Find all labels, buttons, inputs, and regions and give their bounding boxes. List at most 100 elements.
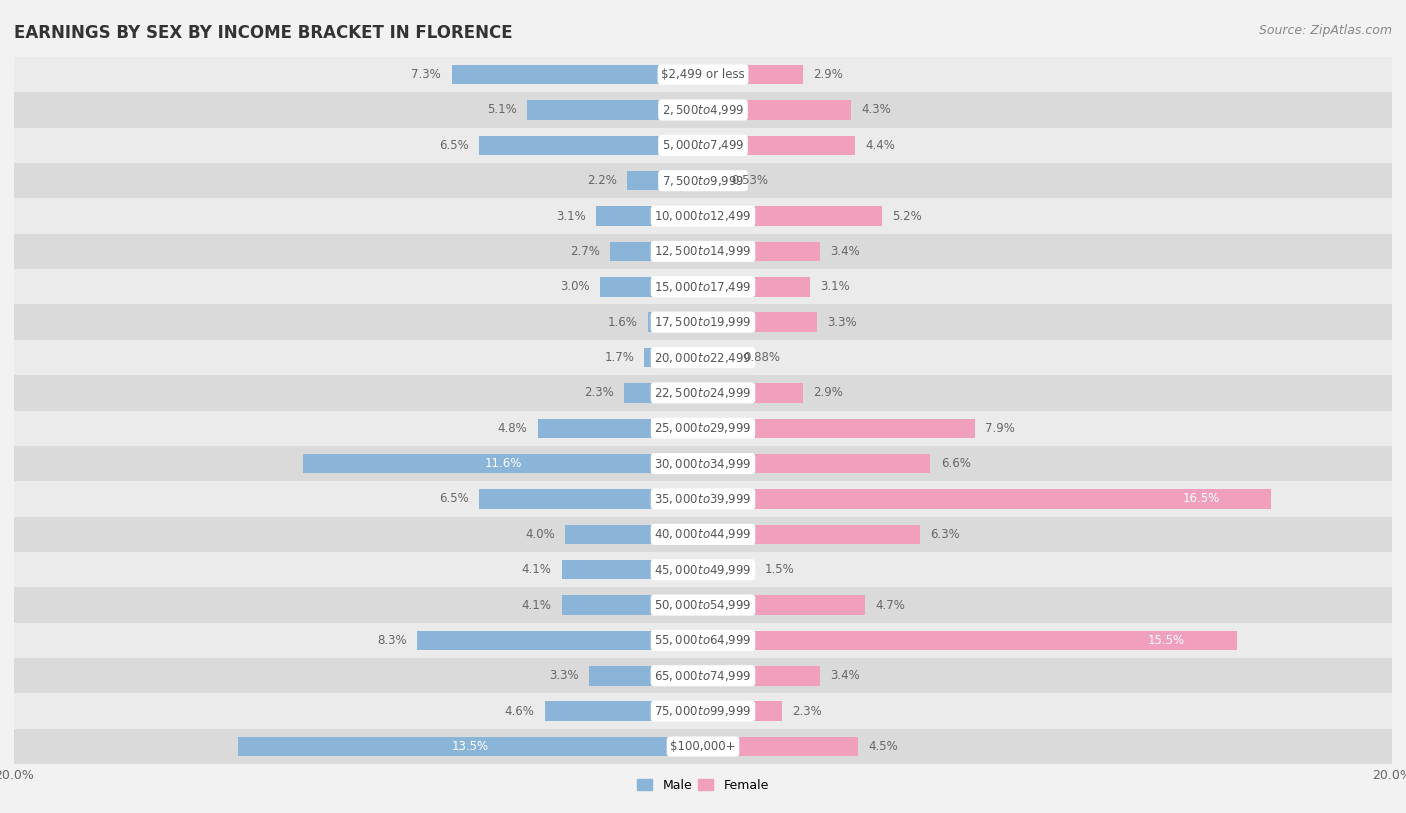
Legend: Male, Female: Male, Female: [633, 774, 773, 797]
Text: 0.53%: 0.53%: [731, 174, 769, 187]
Text: 1.6%: 1.6%: [607, 315, 637, 328]
Text: 6.5%: 6.5%: [439, 493, 468, 506]
Text: 1.5%: 1.5%: [765, 563, 794, 576]
Bar: [703, 100, 851, 120]
Text: 4.6%: 4.6%: [505, 705, 534, 718]
Text: $65,000 to $74,999: $65,000 to $74,999: [654, 669, 752, 683]
Text: 3.0%: 3.0%: [560, 280, 589, 293]
Bar: [703, 560, 755, 580]
Text: 6.3%: 6.3%: [931, 528, 960, 541]
Text: 13.5%: 13.5%: [451, 740, 489, 753]
Text: 6.6%: 6.6%: [941, 457, 970, 470]
Bar: [527, 100, 703, 120]
Text: 16.5%: 16.5%: [1182, 493, 1219, 506]
Text: 4.3%: 4.3%: [862, 103, 891, 116]
Bar: [703, 383, 803, 402]
Bar: [14, 729, 1392, 764]
Bar: [703, 419, 976, 438]
Bar: [703, 524, 920, 544]
Bar: [703, 489, 1271, 509]
Text: 2.9%: 2.9%: [813, 68, 844, 81]
Bar: [610, 241, 703, 261]
Text: $7,500 to $9,999: $7,500 to $9,999: [662, 174, 744, 188]
Bar: [703, 595, 865, 615]
Text: 2.3%: 2.3%: [583, 386, 613, 399]
Bar: [596, 207, 703, 226]
Text: $25,000 to $29,999: $25,000 to $29,999: [654, 421, 752, 435]
Bar: [14, 411, 1392, 446]
Text: 4.8%: 4.8%: [498, 422, 527, 435]
Text: $45,000 to $49,999: $45,000 to $49,999: [654, 563, 752, 576]
Bar: [14, 481, 1392, 517]
Text: 2.3%: 2.3%: [793, 705, 823, 718]
Text: 4.1%: 4.1%: [522, 598, 551, 611]
Bar: [479, 136, 703, 155]
Bar: [451, 65, 703, 85]
Bar: [703, 136, 855, 155]
Text: 4.1%: 4.1%: [522, 563, 551, 576]
Bar: [599, 277, 703, 297]
Bar: [627, 171, 703, 190]
Bar: [14, 163, 1392, 198]
Text: 5.2%: 5.2%: [893, 210, 922, 223]
Text: 0.88%: 0.88%: [744, 351, 780, 364]
Text: $17,500 to $19,999: $17,500 to $19,999: [654, 315, 752, 329]
Text: Source: ZipAtlas.com: Source: ZipAtlas.com: [1258, 24, 1392, 37]
Text: $5,000 to $7,499: $5,000 to $7,499: [662, 138, 744, 152]
Text: 2.9%: 2.9%: [813, 386, 844, 399]
Text: 4.4%: 4.4%: [865, 139, 894, 152]
Text: $100,000+: $100,000+: [671, 740, 735, 753]
Bar: [537, 419, 703, 438]
Text: 3.3%: 3.3%: [827, 315, 856, 328]
Text: $22,500 to $24,999: $22,500 to $24,999: [654, 386, 752, 400]
Bar: [703, 454, 931, 473]
Text: 3.3%: 3.3%: [550, 669, 579, 682]
Text: 1.7%: 1.7%: [605, 351, 634, 364]
Bar: [304, 454, 703, 473]
Bar: [624, 383, 703, 402]
Bar: [648, 312, 703, 332]
Bar: [644, 348, 703, 367]
Bar: [14, 659, 1392, 693]
Bar: [703, 277, 810, 297]
Text: $2,499 or less: $2,499 or less: [661, 68, 745, 81]
Bar: [479, 489, 703, 509]
Bar: [14, 304, 1392, 340]
Text: 6.5%: 6.5%: [439, 139, 468, 152]
Text: EARNINGS BY SEX BY INCOME BRACKET IN FLORENCE: EARNINGS BY SEX BY INCOME BRACKET IN FLO…: [14, 24, 513, 42]
Text: 4.5%: 4.5%: [869, 740, 898, 753]
Text: 3.1%: 3.1%: [820, 280, 849, 293]
Bar: [703, 171, 721, 190]
Bar: [238, 737, 703, 756]
Bar: [14, 269, 1392, 304]
Bar: [565, 524, 703, 544]
Bar: [562, 560, 703, 580]
Bar: [14, 517, 1392, 552]
Text: $12,500 to $14,999: $12,500 to $14,999: [654, 245, 752, 259]
Bar: [14, 198, 1392, 234]
Text: $2,500 to $4,999: $2,500 to $4,999: [662, 103, 744, 117]
Text: 5.1%: 5.1%: [488, 103, 517, 116]
Bar: [14, 623, 1392, 659]
Bar: [14, 552, 1392, 587]
Text: $50,000 to $54,999: $50,000 to $54,999: [654, 598, 752, 612]
Text: 7.3%: 7.3%: [412, 68, 441, 81]
Text: $55,000 to $64,999: $55,000 to $64,999: [654, 633, 752, 647]
Text: 3.4%: 3.4%: [831, 669, 860, 682]
Bar: [703, 666, 820, 685]
Text: $75,000 to $99,999: $75,000 to $99,999: [654, 704, 752, 718]
Bar: [703, 241, 820, 261]
Bar: [703, 631, 1237, 650]
Text: $20,000 to $22,499: $20,000 to $22,499: [654, 350, 752, 364]
Text: $10,000 to $12,499: $10,000 to $12,499: [654, 209, 752, 223]
Text: $35,000 to $39,999: $35,000 to $39,999: [654, 492, 752, 506]
Bar: [589, 666, 703, 685]
Bar: [544, 702, 703, 721]
Bar: [703, 348, 734, 367]
Bar: [14, 376, 1392, 411]
Text: 15.5%: 15.5%: [1149, 634, 1185, 647]
Bar: [14, 57, 1392, 92]
Text: 2.7%: 2.7%: [569, 245, 599, 258]
Bar: [14, 340, 1392, 375]
Text: 8.3%: 8.3%: [377, 634, 406, 647]
